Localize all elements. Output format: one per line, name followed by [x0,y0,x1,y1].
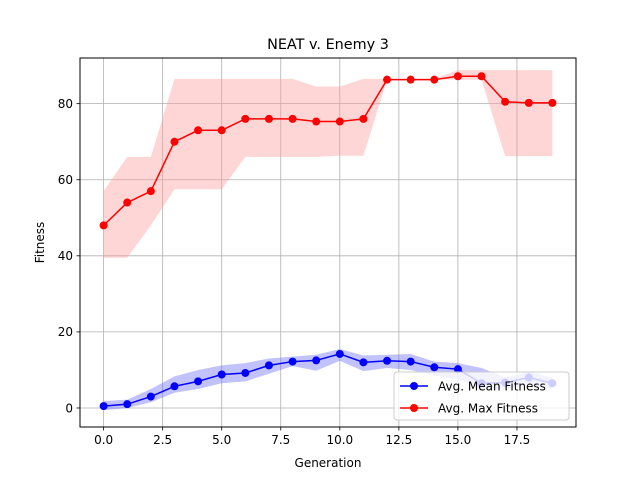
x-tick-label: 10.0 [326,433,353,447]
legend: Avg. Mean Fitness Avg. Max Fitness [393,371,570,421]
y-tick-label: 60 [58,173,73,187]
confidence-bands [103,70,553,411]
x-tick-label: 12.5 [385,433,412,447]
point-max [194,126,203,135]
point-max [453,72,462,81]
point-mean [264,361,273,370]
x-tick-label: 2.5 [153,433,172,447]
point-max [241,114,250,123]
point-max [288,114,297,123]
point-mean [335,349,344,358]
grid [80,58,576,427]
point-mean [241,368,250,377]
x-tick-label: 15.0 [445,433,472,447]
point-max [99,221,108,230]
y-tick-label: 40 [58,249,73,263]
x-tick-label: 0.0 [94,433,113,447]
point-max [217,126,226,135]
point-mean [383,356,392,365]
axis-ticks: 0.0 2.5 5.0 7.5 10.0 12.5 15.0 17.5 0 20 40 60 80 [58,97,531,447]
point-max [477,72,486,81]
point-max [359,114,368,123]
y-tick-label: 80 [58,97,73,111]
band-mean [103,349,553,411]
point-max [146,187,155,196]
point-max [524,98,533,107]
legend-label-mean: Avg. Mean Fitness [438,380,546,394]
point-mean [406,357,415,366]
y-axis-title: Fitness [33,222,47,264]
y-tick-label: 0 [65,401,73,415]
legend-marker-mean [410,382,418,390]
point-mean [430,363,439,372]
point-mean [359,358,368,367]
point-mean [453,365,462,374]
chart-title: NEAT v. Enemy 3 [267,37,389,53]
x-axis-title: Generation [295,456,362,470]
point-max [123,198,132,207]
point-max [264,114,273,123]
x-tick-label: 7.5 [271,433,290,447]
point-max [383,75,392,84]
point-mean [288,357,297,366]
point-mean [170,382,179,391]
point-mean [217,370,226,379]
y-tick-label: 20 [58,325,73,339]
x-tick-label: 17.5 [504,433,531,447]
band-max [103,70,553,258]
plot-frame [79,57,577,428]
point-max [430,75,439,84]
x-tick-label: 5.0 [212,433,231,447]
point-mean [99,402,108,411]
point-max [335,117,344,126]
point-max [406,75,415,84]
legend-label-max: Avg. Max Fitness [438,402,538,416]
legend-box [393,371,570,421]
point-mean [194,377,203,386]
point-max [170,137,179,146]
point-mean [146,392,155,401]
point-max [548,98,557,107]
point-mean [312,356,321,365]
point-mean [123,400,132,409]
point-max [501,97,510,106]
point-max [312,117,321,126]
legend-marker-max [410,404,418,412]
